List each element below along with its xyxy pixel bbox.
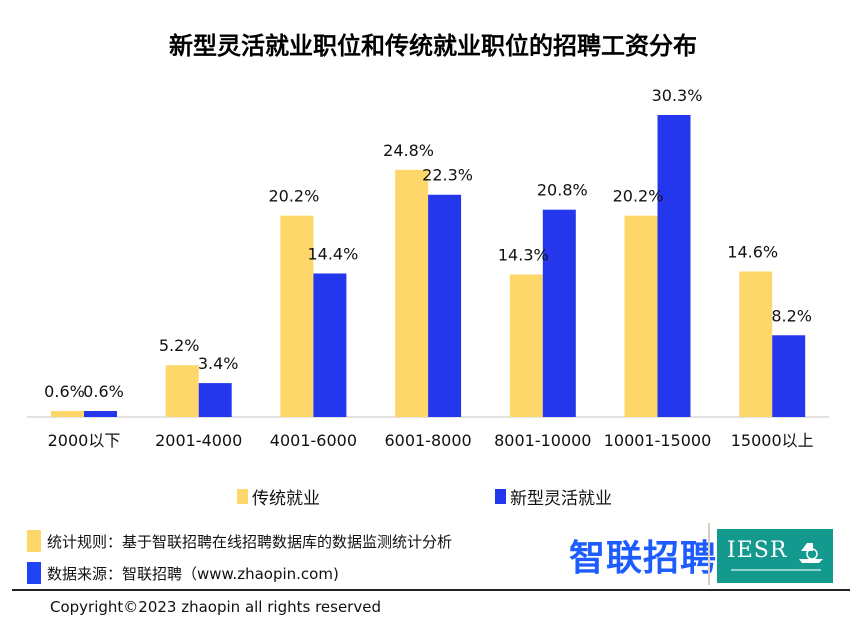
iesr-logo: IESR (717, 529, 833, 583)
note-statistic-rule: 统计规则：基于智联招聘在线招聘数据库的数据监测统计分析 (27, 530, 452, 552)
bar-flexible (772, 335, 806, 417)
data-label-flexible: 8.2% (771, 306, 812, 325)
x-tick-label: 4001-6000 (270, 431, 357, 450)
x-tick-label: 15000以上 (731, 431, 814, 450)
data-label-flexible: 22.3% (422, 166, 473, 185)
note-source-text: 数据来源：智联招聘（www.zhaopin.com) (47, 564, 339, 583)
copyright-text: Copyright©2023 zhaopin all rights reserv… (50, 598, 381, 616)
bar-traditional (739, 271, 773, 417)
iesr-logo-text: IESR (727, 538, 788, 563)
zhaopin-logo: 智联招聘 (569, 538, 718, 579)
data-label-traditional: 24.8% (383, 141, 434, 160)
data-label-flexible: 14.4% (307, 244, 358, 263)
note-data-source: 数据来源：智联招聘（www.zhaopin.com) (27, 562, 339, 584)
legend-item-traditional: 传统就业 (237, 484, 320, 509)
x-tick-label: 2001-4000 (155, 431, 242, 450)
x-tick-label: 6001-8000 (384, 431, 471, 450)
data-label-traditional: 20.2% (268, 187, 319, 206)
data-label-traditional: 5.2% (159, 336, 200, 355)
bar-flexible (313, 273, 347, 417)
data-label-traditional: 0.6% (44, 382, 85, 401)
data-label-flexible: 3.4% (198, 354, 239, 373)
bar-flexible (428, 194, 462, 417)
bar-traditional (51, 411, 84, 417)
bar-flexible (198, 383, 232, 417)
legend-label-traditional: 传统就业 (252, 489, 320, 509)
x-tick-label: 2000以下 (48, 431, 121, 450)
data-label-traditional: 14.3% (498, 245, 549, 264)
footer-divider (12, 589, 850, 591)
legend-label-flexible: 新型灵活就业 (510, 489, 612, 509)
bar-traditional (395, 169, 429, 417)
iesr-logo-subtitle-line (731, 569, 821, 571)
bar-chart: 0.6%0.6% 5.2%3.4% 20.2% 14.4% 24.8% 22.3% 14.3… (27, 86, 829, 450)
chart-title: 新型灵活就业职位和传统就业职位的招聘工资分布 (169, 32, 697, 60)
bar-traditional (280, 215, 314, 417)
ship-icon (799, 543, 823, 563)
data-label-traditional: 14.6% (727, 242, 778, 261)
x-tick-label: 8001-10000 (494, 431, 591, 450)
data-label-flexible: 20.8% (537, 181, 588, 200)
bar-traditional (165, 365, 199, 417)
logo-divider (708, 523, 710, 585)
bar-flexible (84, 411, 117, 417)
bar-flexible (542, 209, 576, 417)
legend-swatch-traditional (237, 489, 248, 504)
note-swatch-blue (27, 562, 41, 584)
x-tick-label: 10001-15000 (604, 431, 712, 450)
bar-traditional (624, 215, 658, 417)
data-label-flexible: 0.6% (83, 382, 124, 401)
legend-swatch-flexible (495, 489, 506, 504)
note-rule-text: 统计规则：基于智联招聘在线招聘数据库的数据监测统计分析 (47, 532, 453, 551)
data-label-traditional: 20.2% (613, 187, 664, 206)
data-label-flexible: 30.3% (652, 86, 703, 105)
bar-traditional (509, 274, 543, 417)
note-swatch-yellow (27, 530, 41, 552)
bar-flexible (657, 115, 691, 417)
legend-item-flexible: 新型灵活就业 (495, 484, 612, 509)
